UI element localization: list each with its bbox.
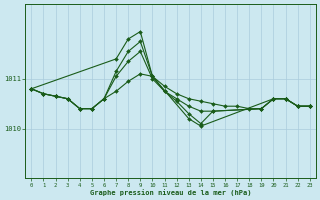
X-axis label: Graphe pression niveau de la mer (hPa): Graphe pression niveau de la mer (hPa) <box>90 189 251 196</box>
